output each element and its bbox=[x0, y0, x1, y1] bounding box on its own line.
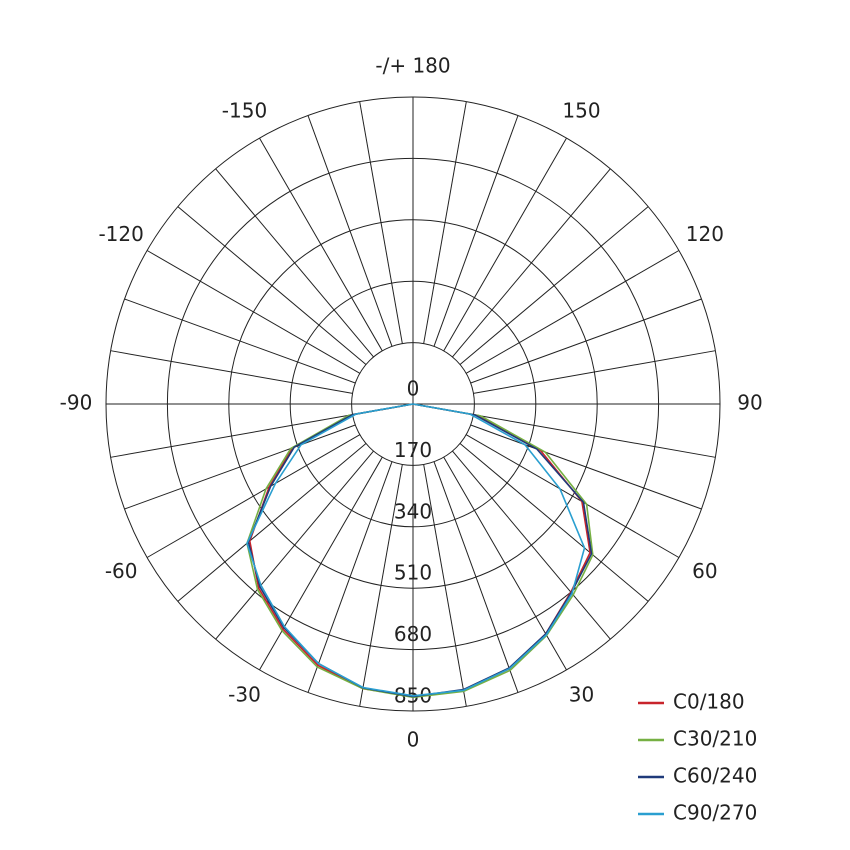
legend-label: C60/240 bbox=[673, 764, 757, 788]
legend-label: C30/210 bbox=[673, 727, 757, 751]
legend-label: C90/270 bbox=[673, 801, 757, 825]
legend-label: C0/180 bbox=[673, 690, 745, 714]
angle-tick-label: 30 bbox=[569, 682, 594, 706]
angle-tick-label: -120 bbox=[98, 222, 143, 246]
angle-tick-label: -90 bbox=[60, 391, 93, 415]
angle-tick-label: 60 bbox=[692, 559, 717, 583]
grid-ring bbox=[166, 157, 660, 651]
grid-ring bbox=[289, 280, 537, 528]
angle-tick-label: -/+ 180 bbox=[375, 54, 450, 78]
r-tick-label: 510 bbox=[394, 561, 432, 585]
series-line bbox=[246, 403, 586, 697]
r-tick-label: 680 bbox=[394, 622, 432, 646]
angle-tick-label: 150 bbox=[562, 99, 600, 123]
angle-tick-label: 90 bbox=[737, 391, 762, 415]
grid-ring bbox=[228, 219, 598, 589]
angle-tick-label: -30 bbox=[228, 682, 261, 706]
r-tick-label: 170 bbox=[394, 438, 432, 462]
angle-tick-label: 0 bbox=[407, 728, 420, 752]
grid-ring bbox=[351, 342, 475, 466]
grid-ring bbox=[105, 96, 721, 712]
angle-tick-label: 120 bbox=[686, 222, 724, 246]
angle-tick-label: -60 bbox=[105, 559, 138, 583]
angle-tick-label: -150 bbox=[222, 99, 267, 123]
r-tick-label: 0 bbox=[407, 377, 420, 401]
r-tick-label: 340 bbox=[394, 499, 432, 523]
